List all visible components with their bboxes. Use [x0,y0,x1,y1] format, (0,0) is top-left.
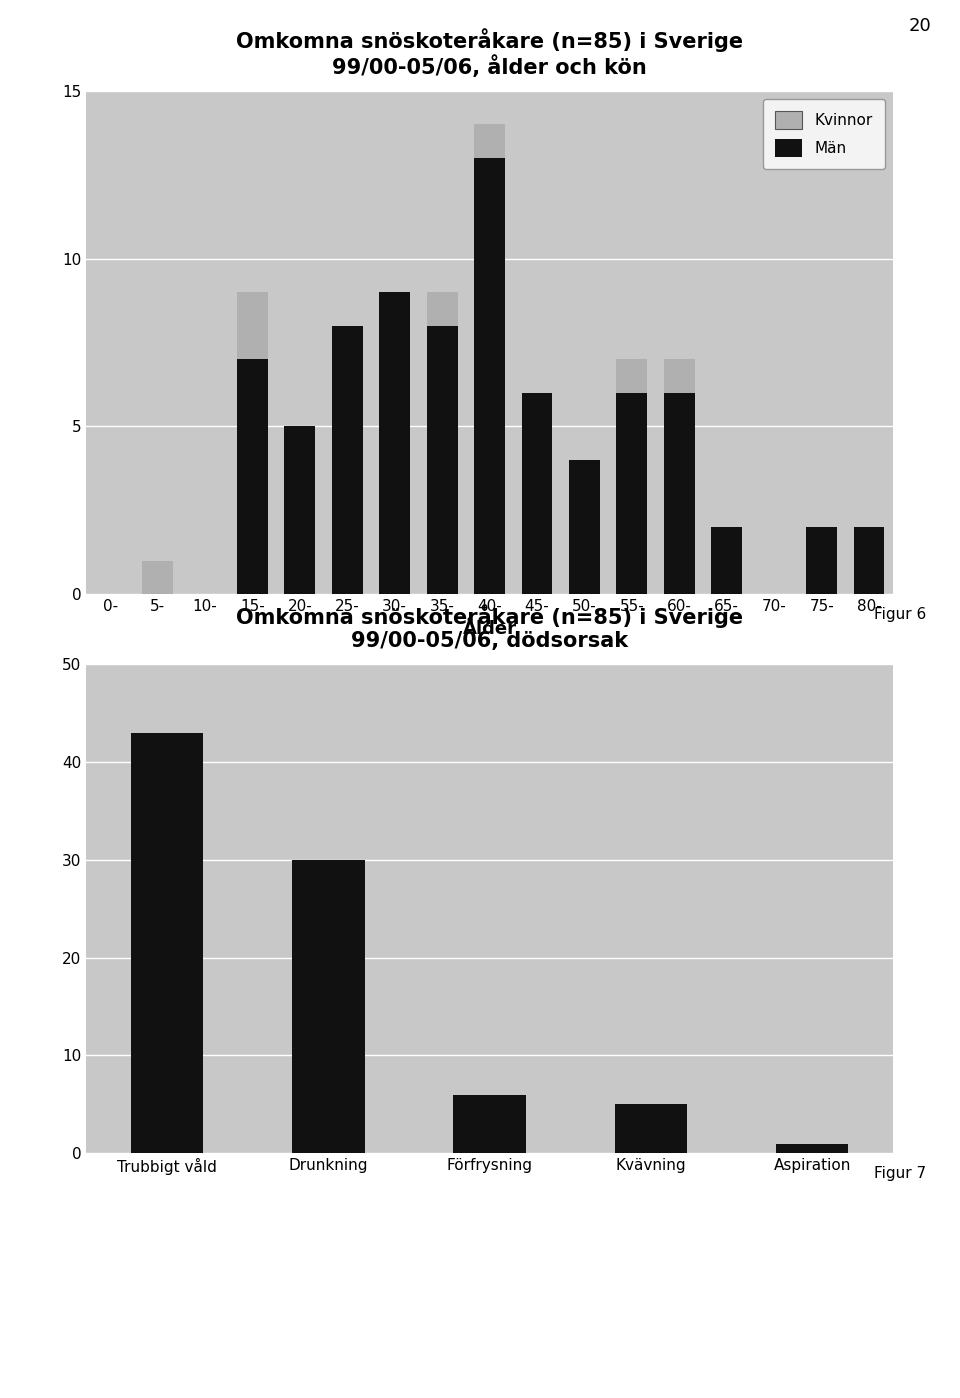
Bar [711,527,742,594]
Title: Omkomna snöskoteråkare (n=85) i Sverige
99/00-05/06, ålder och kön: Omkomna snöskoteråkare (n=85) i Sverige … [236,28,743,78]
Bar [569,460,600,594]
Bar [131,733,204,1153]
Bar [776,1144,849,1153]
Text: Figur 6: Figur 6 [875,607,926,622]
Bar [453,1095,526,1153]
Text: Figur 7: Figur 7 [875,1166,926,1181]
Bar [427,292,458,326]
Bar [614,1104,687,1153]
Bar [664,359,695,393]
Bar [853,527,884,594]
Bar [332,326,363,594]
Bar [379,292,410,594]
X-axis label: Ålder: Ålder [463,619,516,637]
Bar [521,393,552,594]
Bar [474,158,505,594]
Title: Omkomna snöskoteråkare (n=85) i Sverige
99/00-05/06, dödsorsak: Omkomna snöskoteråkare (n=85) i Sverige … [236,604,743,651]
Bar [142,561,173,594]
Bar [474,124,505,158]
Bar [284,426,315,594]
Bar [427,326,458,594]
Bar [664,393,695,594]
Bar [616,359,647,393]
Legend: Kvinnor, Män: Kvinnor, Män [763,98,885,169]
Bar [292,860,365,1153]
Bar [616,393,647,594]
Bar [237,292,268,359]
Bar [806,527,837,594]
Text: 20: 20 [908,17,931,35]
Bar [237,359,268,594]
